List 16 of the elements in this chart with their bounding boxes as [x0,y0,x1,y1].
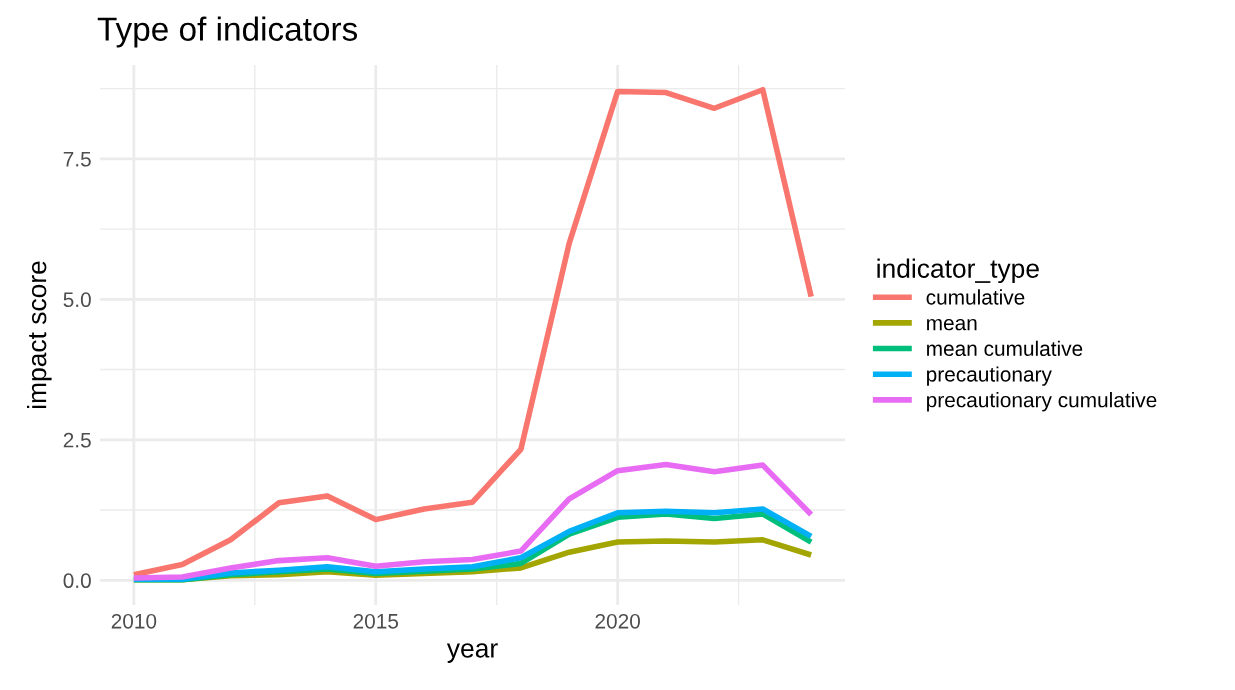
legend-label: precautionary cumulative [927,392,1157,412]
y-tick-label: 2.5 [63,432,91,448]
legend-label: cumulative [926,289,1025,305]
y-tick-label: 0.0 [63,573,91,589]
legend-label: mean cumulative [927,340,1083,357]
y-tick-label: 7.5 [63,152,91,167]
legend-title: indicator_type [877,258,1039,284]
x-axis-title: year [446,643,498,663]
legend-label: mean [927,318,977,331]
y-tick-label: 5.0 [63,292,91,308]
chart-title: Type of indicators [97,16,358,48]
x-tick-label: 2015 [353,613,399,629]
legend-label: precautionary [927,366,1052,386]
y-axis-title: impact score [27,261,52,409]
x-tick-label: 2020 [595,613,640,629]
x-tick-label: 2010 [111,613,157,629]
